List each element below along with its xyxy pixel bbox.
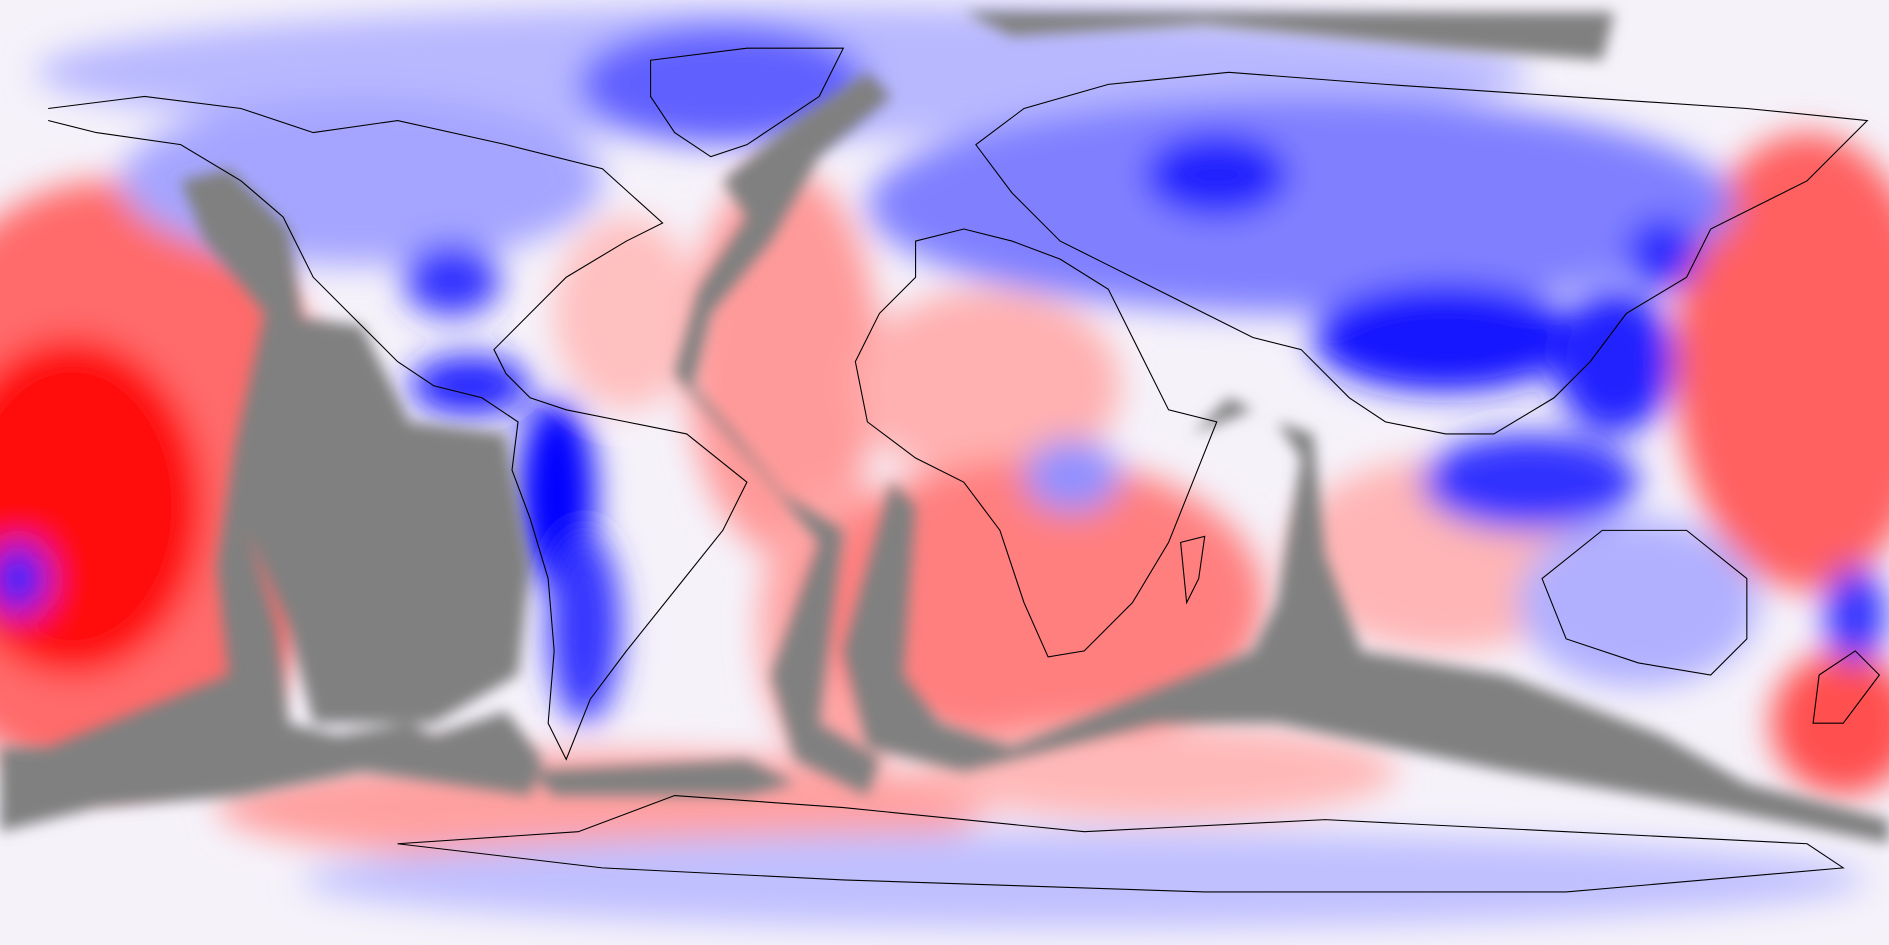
coastlines [48,47,1881,893]
anomaly-field [0,6,1889,929]
masked-region [0,12,1889,844]
